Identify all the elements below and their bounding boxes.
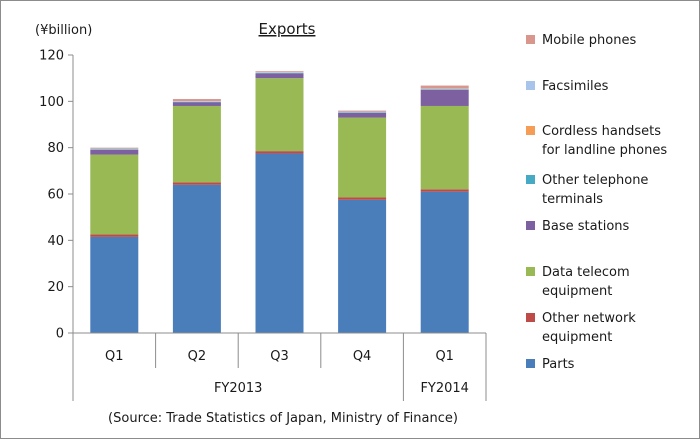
bar-segment — [256, 71, 304, 72]
x-tick-label: Q2 — [188, 349, 207, 364]
bar-segment — [256, 72, 304, 73]
legend-swatch — [526, 175, 535, 184]
bar-segment — [90, 237, 138, 333]
bar-segment — [256, 74, 304, 79]
bar-segment — [421, 106, 469, 189]
bar-segment — [173, 185, 221, 333]
bar-segment — [90, 149, 138, 150]
bar-stack — [421, 86, 469, 333]
legend-swatch — [526, 313, 535, 322]
bar-segment — [173, 182, 221, 184]
y-tick-label: 80 — [47, 141, 64, 156]
bar-segment — [256, 151, 304, 153]
chart-title: Exports — [259, 20, 316, 38]
y-tick-label: 20 — [47, 280, 64, 295]
y-tick-label: 40 — [47, 234, 64, 249]
legend-item: Parts — [526, 357, 575, 372]
bar-segment — [421, 189, 469, 191]
x-tick-label: Q1 — [105, 349, 124, 364]
bar-segment — [338, 112, 386, 113]
bar-segment — [421, 90, 469, 106]
legend-label: Mobile phones — [542, 33, 636, 48]
bar-segment — [421, 88, 469, 89]
bar-segment — [90, 235, 138, 237]
legend-swatch — [526, 359, 535, 368]
y-tick-label: 0 — [56, 327, 64, 342]
bar-segment — [173, 102, 221, 105]
y-tick-label: 120 — [39, 49, 64, 64]
legend-swatch — [526, 35, 535, 44]
legend-swatch — [526, 267, 535, 276]
x-tick-label: Q4 — [353, 349, 372, 364]
x-tick-label: Q1 — [435, 349, 454, 364]
bar-segment — [421, 192, 469, 333]
y-tick-label: 60 — [47, 188, 64, 203]
bar-segment — [90, 148, 138, 149]
legend-label: Base stations — [542, 219, 630, 234]
y-axis: 0 20 40 60 80 100 120 — [39, 49, 73, 342]
bar-segment — [338, 113, 386, 118]
legend-swatch — [526, 221, 535, 230]
legend-item: Base stations — [526, 219, 630, 234]
x-group-label: FY2014 — [420, 381, 469, 396]
bar-segment — [256, 153, 304, 333]
x-tick-label: Q3 — [270, 349, 289, 364]
bar-segment — [338, 200, 386, 333]
x-axis: Q1 Q2 Q3 Q4 Q1 FY2013 FY2014 — [73, 333, 486, 401]
bar-segment — [90, 150, 138, 155]
legend: Mobile phones Facsimiles Cordless handsets… — [526, 33, 667, 372]
bar-segment — [421, 86, 469, 89]
y-tick-label: 100 — [39, 95, 64, 110]
legend-swatch — [526, 126, 535, 135]
legend-label: Parts — [542, 357, 575, 372]
bar-stack — [90, 148, 138, 333]
legend-item: Facsimiles — [526, 79, 609, 94]
bar-segment — [256, 78, 304, 151]
legend-swatch — [526, 81, 535, 90]
legend-label: Facsimiles — [542, 79, 609, 94]
bar-segment — [338, 111, 386, 112]
source-note: (Source: Trade Statistics of Japan, Mini… — [108, 411, 458, 426]
bar-stack — [338, 111, 386, 333]
bar-segment — [173, 99, 221, 101]
bar-segment — [338, 197, 386, 199]
bar-stack — [256, 71, 304, 333]
bar-segment — [173, 101, 221, 102]
bar-stack — [173, 99, 221, 333]
bar-segment — [338, 118, 386, 198]
y-unit-label: (¥billion) — [35, 23, 92, 38]
bar-stacks — [90, 71, 468, 333]
x-group-label: FY2013 — [214, 381, 263, 396]
bar-segment — [90, 155, 138, 235]
legend-item: Mobile phones — [526, 33, 636, 48]
bar-segment — [173, 106, 221, 182]
